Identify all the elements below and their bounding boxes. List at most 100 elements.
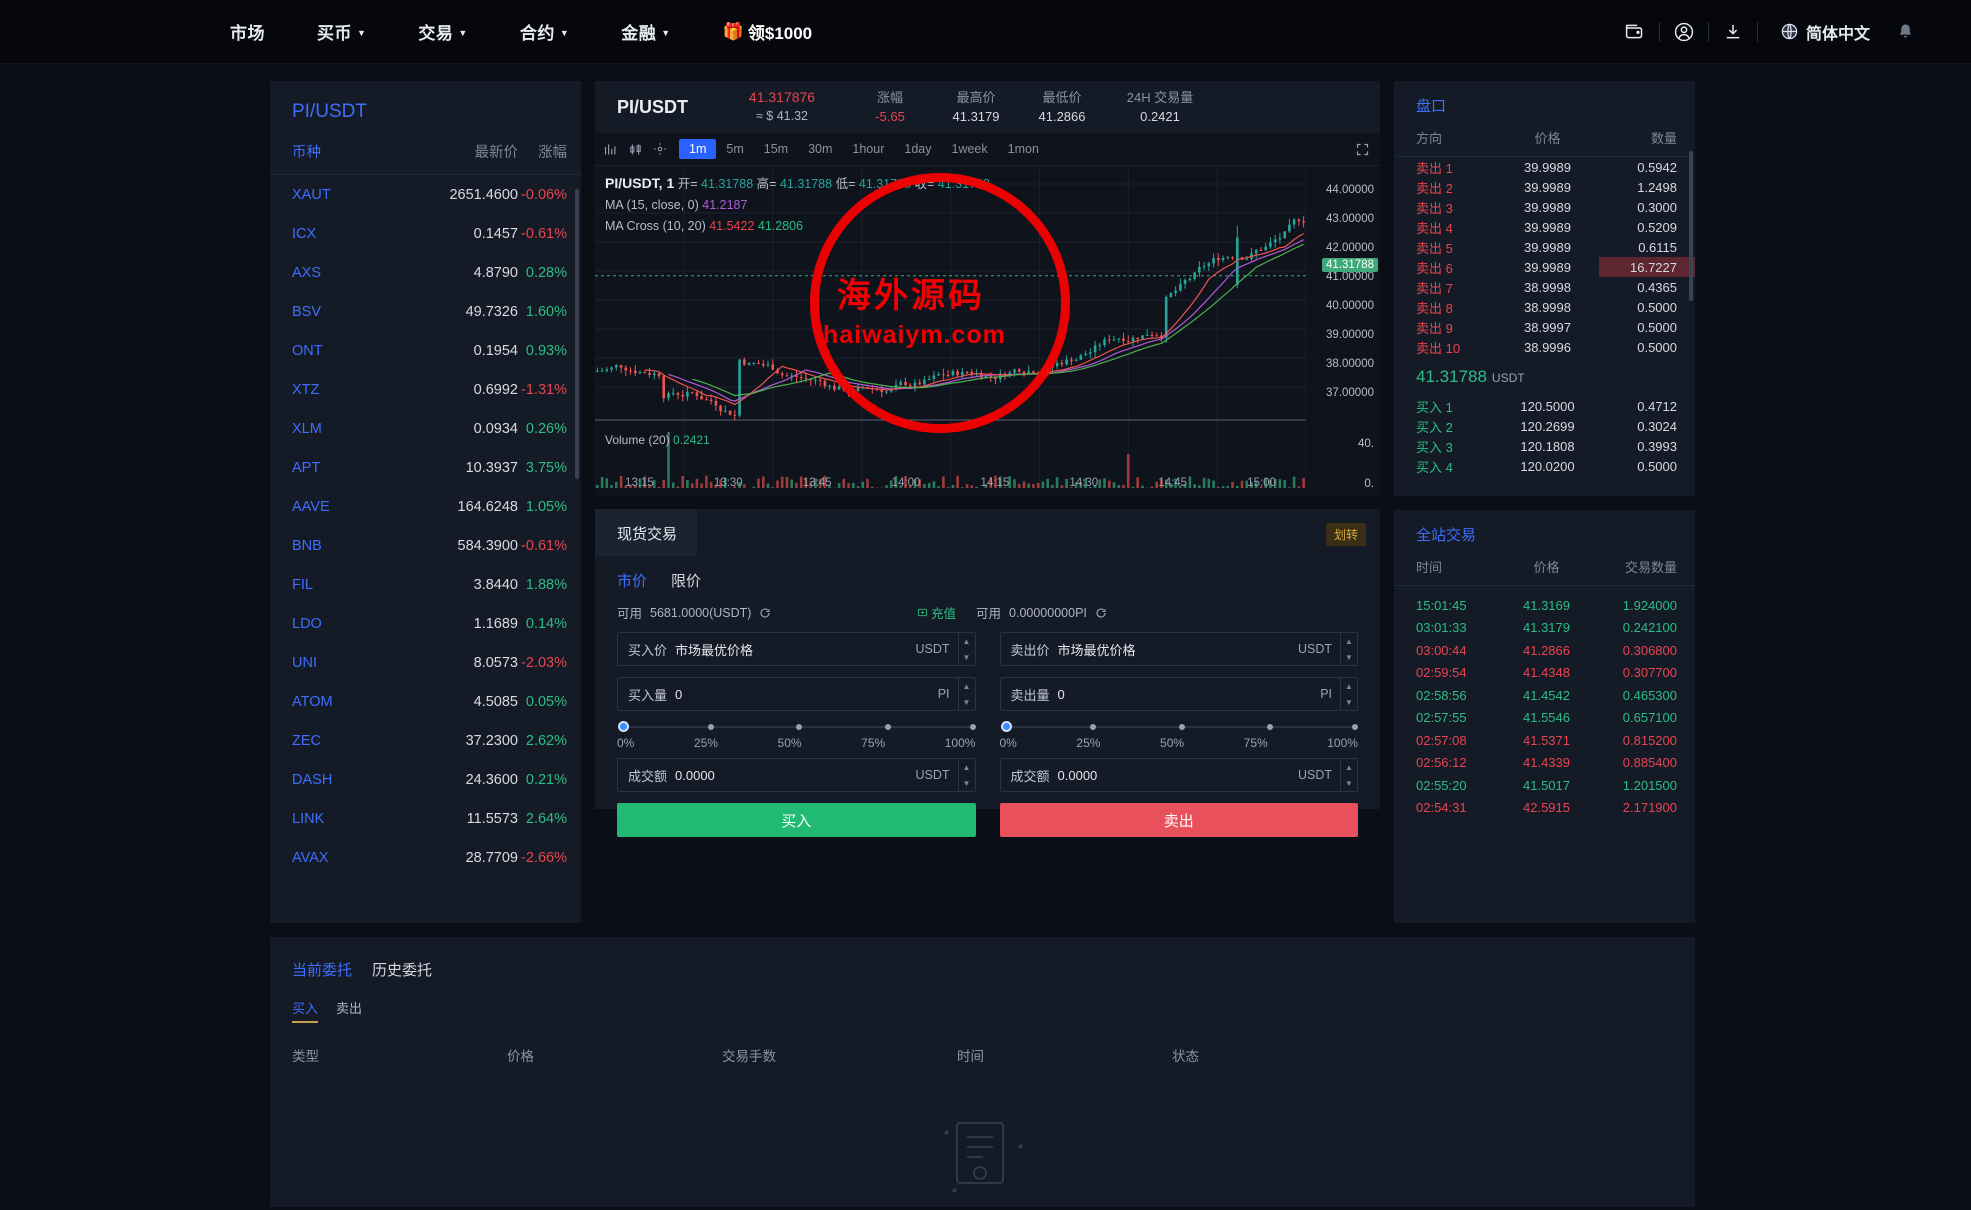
tab-history-orders[interactable]: 历史委托 bbox=[372, 959, 432, 980]
market-row[interactable]: XTZ 0.6992 -1.31% bbox=[270, 370, 581, 409]
sell-price-field[interactable]: 卖出价 市场最优价格 USDT ▲▼ bbox=[1000, 632, 1359, 666]
buy-percent-slider[interactable] bbox=[619, 722, 974, 732]
slider-knob[interactable] bbox=[1001, 721, 1012, 732]
market-row[interactable]: XAUT 2651.4600 -0.06% bbox=[270, 175, 581, 214]
slider-dot[interactable] bbox=[1090, 724, 1096, 730]
orderbook-ask-row[interactable]: 卖出 5 39.9989 0.6115 bbox=[1394, 237, 1695, 257]
orderbook-ask-row[interactable]: 卖出 10 38.9996 0.5000 bbox=[1394, 337, 1695, 357]
sell-total-value[interactable]: 0.0000 bbox=[1058, 768, 1298, 783]
sell-price-stepper[interactable]: ▲▼ bbox=[1340, 633, 1357, 665]
stepper-down-icon[interactable]: ▼ bbox=[959, 694, 975, 710]
timeframe-5m[interactable]: 5m bbox=[716, 139, 753, 159]
stepper-up-icon[interactable]: ▲ bbox=[959, 759, 975, 775]
buy-total-value[interactable]: 0.0000 bbox=[675, 768, 915, 783]
stepper-down-icon[interactable]: ▼ bbox=[1341, 775, 1357, 791]
sell-amount-value[interactable]: 0 bbox=[1058, 687, 1321, 702]
timeframe-1hour[interactable]: 1hour bbox=[842, 139, 894, 159]
sell-button[interactable]: 卖出 bbox=[1000, 803, 1359, 837]
market-pair-title[interactable]: PI/USDT bbox=[270, 81, 581, 141]
market-row[interactable]: ZEC 37.2300 2.62% bbox=[270, 721, 581, 760]
timeframe-1week[interactable]: 1week bbox=[942, 139, 998, 159]
wallet-icon[interactable] bbox=[1611, 17, 1659, 47]
orderbook-ask-row[interactable]: 卖出 9 38.9997 0.5000 bbox=[1394, 317, 1695, 337]
market-row[interactable]: ONT 0.1954 0.93% bbox=[270, 331, 581, 370]
percent-label[interactable]: 25% bbox=[694, 736, 718, 750]
subtab-sell[interactable]: 卖出 bbox=[336, 998, 362, 1023]
orderbook-bid-row[interactable]: 买入 2 120.2699 0.3024 bbox=[1394, 416, 1695, 436]
buy-amount-value[interactable]: 0 bbox=[675, 687, 938, 702]
market-row[interactable]: AXS 4.8790 0.28% bbox=[270, 253, 581, 292]
timeframe-30m[interactable]: 30m bbox=[798, 139, 842, 159]
history-title[interactable]: 全站交易 bbox=[1394, 510, 1695, 557]
mode-market[interactable]: 市价 bbox=[617, 570, 647, 591]
market-scrollbar[interactable] bbox=[575, 189, 579, 479]
col-change[interactable]: 涨幅 bbox=[518, 141, 567, 162]
user-icon[interactable] bbox=[1660, 17, 1708, 47]
download-icon[interactable] bbox=[1709, 17, 1757, 47]
buy-price-value[interactable]: 市场最优价格 bbox=[675, 640, 915, 659]
stepper-up-icon[interactable]: ▲ bbox=[1341, 759, 1357, 775]
slider-dot[interactable] bbox=[1352, 724, 1358, 730]
sell-percent-slider[interactable] bbox=[1002, 722, 1357, 732]
percent-label[interactable]: 50% bbox=[1160, 736, 1184, 750]
orderbook-ask-row[interactable]: 卖出 8 38.9998 0.5000 bbox=[1394, 297, 1695, 317]
percent-label[interactable]: 75% bbox=[1244, 736, 1268, 750]
subtab-buy[interactable]: 买入 bbox=[292, 998, 318, 1023]
stepper-down-icon[interactable]: ▼ bbox=[1341, 694, 1357, 710]
indicator-icon[interactable] bbox=[603, 142, 618, 157]
mode-limit[interactable]: 限价 bbox=[671, 570, 701, 591]
slider-dot[interactable] bbox=[1267, 724, 1273, 730]
percent-label[interactable]: 0% bbox=[617, 736, 634, 750]
nav-item-buy-coin[interactable]: 买币 ▼ bbox=[317, 19, 366, 44]
stepper-up-icon[interactable]: ▲ bbox=[1341, 633, 1357, 649]
market-row[interactable]: BSV 49.7326 1.60% bbox=[270, 292, 581, 331]
market-row[interactable]: XLM 0.0934 0.26% bbox=[270, 409, 581, 448]
stepper-down-icon[interactable]: ▼ bbox=[1341, 649, 1357, 665]
buy-total-stepper[interactable]: ▲▼ bbox=[958, 759, 975, 791]
sell-total-stepper[interactable]: ▲▼ bbox=[1340, 759, 1357, 791]
timeframe-1m[interactable]: 1m bbox=[679, 139, 716, 159]
market-row[interactable]: DASH 24.3600 0.21% bbox=[270, 760, 581, 799]
timeframe-1mon[interactable]: 1mon bbox=[998, 139, 1049, 159]
orderbook-title[interactable]: 盘口 bbox=[1394, 81, 1695, 128]
timeframe-1day[interactable]: 1day bbox=[894, 139, 941, 159]
slider-dot[interactable] bbox=[970, 724, 976, 730]
orderbook-bid-row[interactable]: 买入 1 120.5000 0.4712 bbox=[1394, 396, 1695, 416]
tab-current-orders[interactable]: 当前委托 bbox=[292, 959, 352, 980]
percent-label[interactable]: 100% bbox=[1327, 736, 1358, 750]
percent-label[interactable]: 100% bbox=[945, 736, 976, 750]
orderbook-ask-row[interactable]: 卖出 6 39.9989 16.7227 bbox=[1394, 257, 1695, 277]
orderbook-ask-row[interactable]: 卖出 3 39.9989 0.3000 bbox=[1394, 197, 1695, 217]
nav-item-trade[interactable]: 交易 ▼ bbox=[418, 19, 467, 44]
col-symbol[interactable]: 币种 bbox=[292, 141, 408, 162]
slider-dot[interactable] bbox=[1179, 724, 1185, 730]
sell-total-field[interactable]: 成交额 0.0000 USDT ▲▼ bbox=[1000, 758, 1359, 792]
spot-trade-tab[interactable]: 现货交易 bbox=[595, 509, 697, 556]
market-row[interactable]: UNI 8.0573 -2.03% bbox=[270, 643, 581, 682]
buy-amount-stepper[interactable]: ▲▼ bbox=[958, 678, 975, 710]
col-price[interactable]: 最新价 bbox=[408, 141, 518, 162]
market-row[interactable]: LINK 11.5573 2.64% bbox=[270, 799, 581, 838]
orderbook-bid-row[interactable]: 买入 4 120.0200 0.5000 bbox=[1394, 456, 1695, 476]
percent-label[interactable]: 50% bbox=[778, 736, 802, 750]
candles-icon[interactable] bbox=[628, 142, 643, 157]
orderbook-ask-row[interactable]: 卖出 2 39.9989 1.2498 bbox=[1394, 177, 1695, 197]
market-row[interactable]: BNB 584.3900 -0.61% bbox=[270, 526, 581, 565]
timeframe-15m[interactable]: 15m bbox=[754, 139, 798, 159]
nav-item-contract[interactable]: 合约 ▼ bbox=[520, 19, 569, 44]
slider-dot[interactable] bbox=[796, 724, 802, 730]
market-row[interactable]: AVAX 28.7709 -2.66% bbox=[270, 838, 581, 877]
orderbook-ask-row[interactable]: 卖出 4 39.9989 0.5209 bbox=[1394, 217, 1695, 237]
bell-icon[interactable] bbox=[1896, 22, 1915, 41]
percent-label[interactable]: 75% bbox=[861, 736, 885, 750]
settings-icon[interactable] bbox=[653, 142, 667, 156]
nav-item-finance[interactable]: 金融 ▼ bbox=[621, 19, 670, 44]
percent-label[interactable]: 25% bbox=[1076, 736, 1100, 750]
refresh-icon[interactable] bbox=[759, 607, 771, 619]
refresh-icon[interactable] bbox=[1095, 607, 1107, 619]
orderbook-scrollbar[interactable] bbox=[1689, 151, 1693, 301]
percent-label[interactable]: 0% bbox=[1000, 736, 1017, 750]
buy-button[interactable]: 买入 bbox=[617, 803, 976, 837]
orderbook-bid-row[interactable]: 买入 3 120.1808 0.3993 bbox=[1394, 436, 1695, 456]
